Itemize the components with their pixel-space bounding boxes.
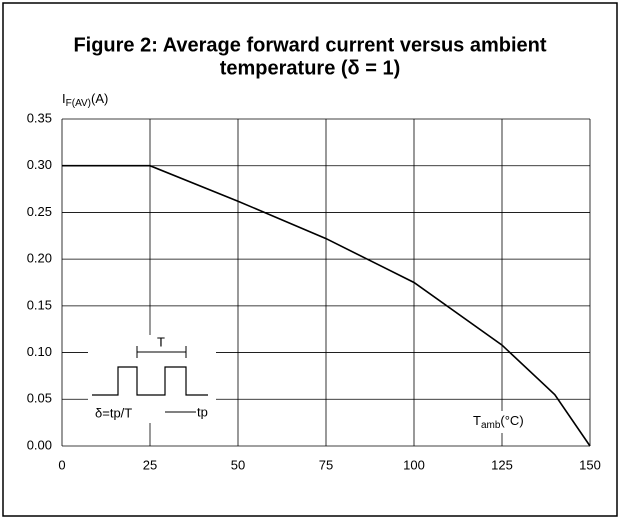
y-tick-label: 0.00 xyxy=(27,437,52,452)
y-label-main: I xyxy=(62,91,66,106)
x-label-bg xyxy=(467,411,543,433)
pulse-label: tp xyxy=(197,404,208,419)
x-axis-label: Tamb(°C) xyxy=(473,413,524,430)
y-tick-label: 0.10 xyxy=(27,344,52,359)
series-line xyxy=(62,164,591,447)
x-tick-label: 125 xyxy=(491,457,513,472)
inset-bg xyxy=(88,335,216,423)
y-tick-label: 0.20 xyxy=(27,251,52,266)
x-label-unit: (°C) xyxy=(500,413,523,428)
x-label-sub: amb xyxy=(481,420,501,431)
x-tick-label: 75 xyxy=(319,457,333,472)
x-tick-label: 150 xyxy=(579,457,601,472)
duty-label: δ=tp/T xyxy=(95,405,132,420)
inset: T tp δ=tp/T xyxy=(88,334,216,423)
chart-title: Figure 2: Average forward current versus… xyxy=(73,34,546,56)
x-tick-label: 100 xyxy=(403,457,425,472)
y-tick-label: 0.15 xyxy=(27,297,52,312)
y-label-unit: (A) xyxy=(91,91,108,106)
period-label: T xyxy=(157,334,165,349)
x-tick-label: 0 xyxy=(58,457,65,472)
pulse-wave xyxy=(92,366,208,396)
y-tick-label: 0.35 xyxy=(27,110,52,125)
chart-subtitle: temperature (δ = 1) xyxy=(220,57,401,79)
y-axis-label: IF(AV)(A) xyxy=(62,91,108,108)
x-label-main: T xyxy=(473,413,481,428)
y-tick-label: 0.25 xyxy=(27,204,52,219)
x-tick-label: 25 xyxy=(143,457,157,472)
y-tick-label: 0.05 xyxy=(27,391,52,406)
x-tick-label: 50 xyxy=(231,457,245,472)
y-tick-label: 0.30 xyxy=(27,157,52,172)
y-label-sub: F(AV) xyxy=(66,98,91,109)
